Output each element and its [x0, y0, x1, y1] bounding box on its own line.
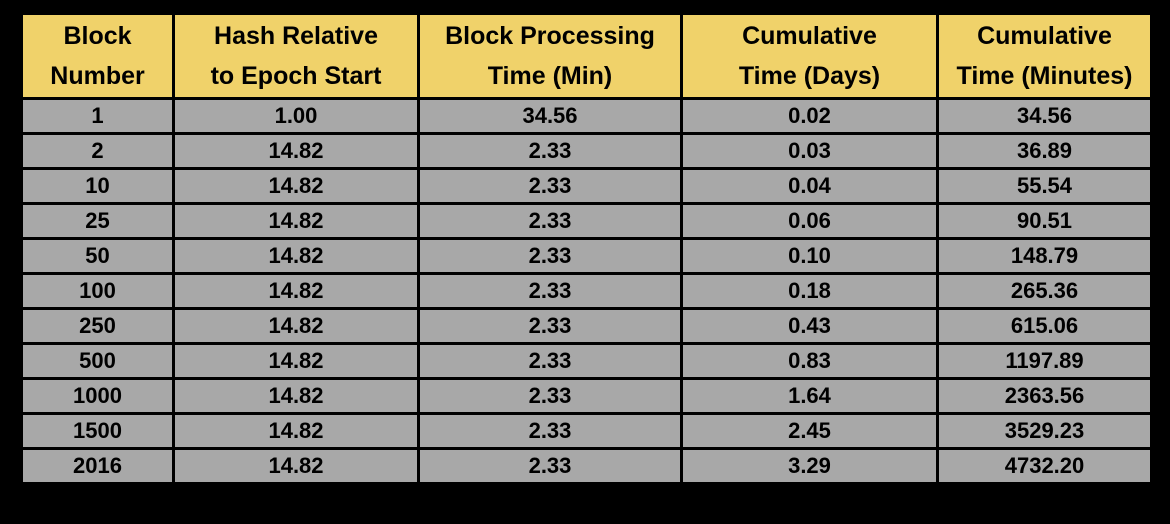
cell-cumulative-minutes: 148.79	[936, 237, 1153, 275]
header-block-processing-time: Block Processing Time (Min)	[417, 12, 683, 100]
table-row: 250 14.82 2.33 0.43 615.06	[20, 307, 1153, 345]
table-body: 1 1.00 34.56 0.02 34.56 2 14.82 2.33 0.0…	[20, 97, 1153, 485]
cell-processing-time: 2.33	[417, 237, 683, 275]
cell-hash-relative: 14.82	[172, 132, 420, 170]
cell-hash-relative: 14.82	[172, 167, 420, 205]
table-row: 50 14.82 2.33 0.10 148.79	[20, 237, 1153, 275]
cell-hash-relative: 1.00	[172, 97, 420, 135]
header-hash-relative: Hash Relative to Epoch Start	[172, 12, 420, 100]
header-row: Block Number Hash Relative to Epoch Star…	[20, 12, 1153, 100]
cell-cumulative-days: 0.03	[680, 132, 939, 170]
table-row: 1000 14.82 2.33 1.64 2363.56	[20, 377, 1153, 415]
cell-cumulative-days: 0.43	[680, 307, 939, 345]
cell-hash-relative: 14.82	[172, 377, 420, 415]
cell-cumulative-minutes: 265.36	[936, 272, 1153, 310]
cell-cumulative-minutes: 1197.89	[936, 342, 1153, 380]
cell-cumulative-days: 0.02	[680, 97, 939, 135]
cell-processing-time: 2.33	[417, 342, 683, 380]
cell-cumulative-minutes: 36.89	[936, 132, 1153, 170]
cell-cumulative-minutes: 90.51	[936, 202, 1153, 240]
header-cumulative-minutes: Cumulative Time (Minutes)	[936, 12, 1153, 100]
cell-cumulative-days: 0.06	[680, 202, 939, 240]
table-row: 1500 14.82 2.33 2.45 3529.23	[20, 412, 1153, 450]
cell-hash-relative: 14.82	[172, 412, 420, 450]
cell-block-number: 2	[20, 132, 175, 170]
cell-block-number: 100	[20, 272, 175, 310]
cell-block-number: 250	[20, 307, 175, 345]
cell-cumulative-minutes: 3529.23	[936, 412, 1153, 450]
cell-block-number: 500	[20, 342, 175, 380]
cell-processing-time: 34.56	[417, 97, 683, 135]
cell-hash-relative: 14.82	[172, 272, 420, 310]
cell-cumulative-minutes: 2363.56	[936, 377, 1153, 415]
cell-cumulative-days: 0.04	[680, 167, 939, 205]
cell-cumulative-minutes: 4732.20	[936, 447, 1153, 485]
cell-block-number: 1500	[20, 412, 175, 450]
cell-processing-time: 2.33	[417, 412, 683, 450]
header-block-number: Block Number	[20, 12, 175, 100]
cell-cumulative-minutes: 34.56	[936, 97, 1153, 135]
cell-hash-relative: 14.82	[172, 307, 420, 345]
table-row: 2016 14.82 2.33 3.29 4732.20	[20, 447, 1153, 485]
cell-cumulative-days: 1.64	[680, 377, 939, 415]
table-row: 2 14.82 2.33 0.03 36.89	[20, 132, 1153, 170]
cell-cumulative-days: 2.45	[680, 412, 939, 450]
table-header: Block Number Hash Relative to Epoch Star…	[20, 12, 1153, 100]
cell-cumulative-minutes: 615.06	[936, 307, 1153, 345]
table-row: 25 14.82 2.33 0.06 90.51	[20, 202, 1153, 240]
cell-hash-relative: 14.82	[172, 237, 420, 275]
cell-processing-time: 2.33	[417, 132, 683, 170]
cell-cumulative-days: 0.10	[680, 237, 939, 275]
cell-hash-relative: 14.82	[172, 342, 420, 380]
cell-processing-time: 2.33	[417, 202, 683, 240]
cell-cumulative-minutes: 55.54	[936, 167, 1153, 205]
cell-block-number: 1000	[20, 377, 175, 415]
cell-hash-relative: 14.82	[172, 202, 420, 240]
cell-block-number: 1	[20, 97, 175, 135]
header-cumulative-days: Cumulative Time (Days)	[680, 12, 939, 100]
cell-block-number: 2016	[20, 447, 175, 485]
cell-block-number: 50	[20, 237, 175, 275]
cell-processing-time: 2.33	[417, 307, 683, 345]
cell-block-number: 10	[20, 167, 175, 205]
cell-cumulative-days: 0.83	[680, 342, 939, 380]
cell-block-number: 25	[20, 202, 175, 240]
table-row: 10 14.82 2.33 0.04 55.54	[20, 167, 1153, 205]
cell-processing-time: 2.33	[417, 447, 683, 485]
cell-processing-time: 2.33	[417, 167, 683, 205]
block-timing-table: Block Number Hash Relative to Epoch Star…	[20, 12, 1153, 485]
cell-cumulative-days: 0.18	[680, 272, 939, 310]
cell-processing-time: 2.33	[417, 377, 683, 415]
cell-hash-relative: 14.82	[172, 447, 420, 485]
table-row: 1 1.00 34.56 0.02 34.56	[20, 97, 1153, 135]
cell-cumulative-days: 3.29	[680, 447, 939, 485]
table-row: 500 14.82 2.33 0.83 1197.89	[20, 342, 1153, 380]
table-row: 100 14.82 2.33 0.18 265.36	[20, 272, 1153, 310]
cell-processing-time: 2.33	[417, 272, 683, 310]
